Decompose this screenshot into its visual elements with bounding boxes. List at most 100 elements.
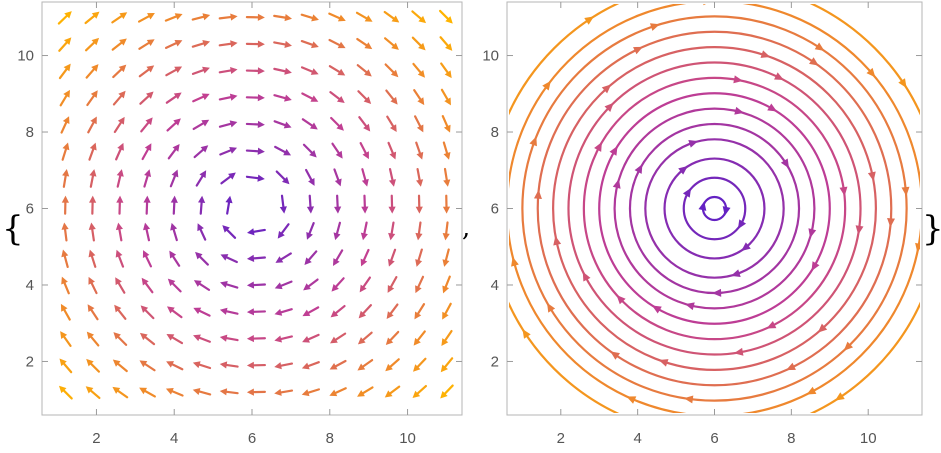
vector-arrow xyxy=(165,66,183,77)
stream-arrowhead xyxy=(839,186,848,197)
vector-arrow xyxy=(89,195,97,215)
vector-arrow xyxy=(415,221,423,241)
vector-arrow xyxy=(303,278,319,291)
vector-arrow xyxy=(330,116,344,131)
vector-arrow xyxy=(139,360,156,372)
vector-arrow xyxy=(246,308,266,316)
vector-arrow xyxy=(361,168,369,187)
stream-arrowhead xyxy=(634,164,643,174)
vector-arrow xyxy=(356,37,373,50)
y-tick-label: 4 xyxy=(491,277,499,294)
vector-arrow xyxy=(88,249,97,268)
x-tick-label: 8 xyxy=(787,430,795,447)
vector-arrow xyxy=(170,195,178,215)
y-tick-label: 2 xyxy=(491,353,499,370)
vector-arrow xyxy=(138,39,155,50)
vector-arrow xyxy=(114,304,127,320)
vector-arrow xyxy=(88,142,97,161)
stream-line xyxy=(682,176,747,241)
stream-arrowhead xyxy=(806,386,817,395)
stream-line xyxy=(552,46,877,371)
vector-arrow xyxy=(306,194,315,214)
vector-arrow xyxy=(274,308,293,316)
vector-arrow xyxy=(60,331,72,347)
vector-arrow xyxy=(58,385,73,400)
vector-arrow xyxy=(328,65,346,76)
stream-arrowhead xyxy=(898,78,907,88)
vector-arrow xyxy=(438,9,453,24)
vector-arrow xyxy=(359,276,371,293)
vector-arrow xyxy=(301,361,320,370)
vector-arrow xyxy=(60,116,70,134)
vector-arrow xyxy=(219,334,239,342)
vector-arrow xyxy=(141,143,152,161)
stream-line xyxy=(582,76,847,341)
vector-arrow xyxy=(198,195,206,215)
x-tick-label: 10 xyxy=(399,430,416,447)
vector-arrow xyxy=(246,388,266,396)
vector-arrow xyxy=(328,38,346,49)
vector-arrow xyxy=(245,40,265,48)
vector-arrow xyxy=(139,387,156,398)
vector-arrow xyxy=(246,254,266,262)
vector-arrow xyxy=(246,361,266,369)
vector-arrow xyxy=(85,386,101,400)
vector-arrow xyxy=(191,66,210,75)
vector-arrow xyxy=(220,172,236,185)
vector-arrow xyxy=(247,228,266,236)
vector-arrow xyxy=(388,194,396,214)
vector-arrow xyxy=(416,167,424,187)
vector-arrow xyxy=(87,116,97,134)
stream-line xyxy=(663,157,766,260)
vector-arrow xyxy=(164,13,183,22)
vector-arrow xyxy=(384,63,399,78)
vector-arrow xyxy=(245,94,265,102)
stream-arrowhead xyxy=(734,106,744,115)
stream-arrowhead xyxy=(511,256,519,267)
vector-arrow xyxy=(140,305,155,320)
stream-arrowhead xyxy=(649,23,660,31)
stream-arrowhead xyxy=(582,271,591,282)
vector-arrow xyxy=(220,254,238,264)
vector-arrow xyxy=(275,252,292,263)
vector-arrow xyxy=(275,170,290,185)
vector-arrow xyxy=(195,251,209,266)
vector-arrow xyxy=(357,331,373,345)
vector-arrow xyxy=(192,119,210,131)
stream-arrowhead xyxy=(601,84,612,94)
y-tick-label: 6 xyxy=(26,201,34,218)
y-tick-label: 6 xyxy=(491,201,499,218)
separator-comma: , xyxy=(462,213,470,243)
vector-arrow xyxy=(301,118,318,130)
vector-arrow xyxy=(220,280,239,289)
vector-arrow xyxy=(304,250,318,266)
vector-arrow xyxy=(440,88,451,106)
vector-arrow xyxy=(193,280,211,291)
stream-arrowhead xyxy=(737,219,747,230)
vector-arrow xyxy=(219,147,238,156)
stream-line xyxy=(644,138,785,279)
vector-arrow xyxy=(440,62,452,79)
vector-arrow xyxy=(415,275,425,294)
vector-arrow xyxy=(439,36,453,51)
vector-arrow xyxy=(113,116,125,134)
vector-arrow xyxy=(193,307,211,317)
vector-arrow xyxy=(218,66,238,75)
vector-arrow xyxy=(139,91,154,105)
vector-arrow xyxy=(411,10,427,24)
vector-arrow xyxy=(166,333,184,345)
vector-arrow xyxy=(218,93,238,101)
vector-arrow xyxy=(442,302,452,320)
vector-arrow xyxy=(333,168,342,187)
vector-arrow xyxy=(137,13,155,23)
vector-arrow xyxy=(331,142,343,159)
vector-arrow xyxy=(277,223,290,239)
vector-arrow xyxy=(385,330,400,346)
vector-arrow xyxy=(167,143,180,160)
x-tick-label: 4 xyxy=(170,430,178,447)
vector-plot: 2 4 6 8 10 2 4 6 8 10 xyxy=(17,1,463,447)
vector-arrow xyxy=(302,143,317,158)
vector-arrow xyxy=(328,12,346,22)
vector-arrow xyxy=(219,361,239,369)
vector-arrow xyxy=(387,276,398,293)
